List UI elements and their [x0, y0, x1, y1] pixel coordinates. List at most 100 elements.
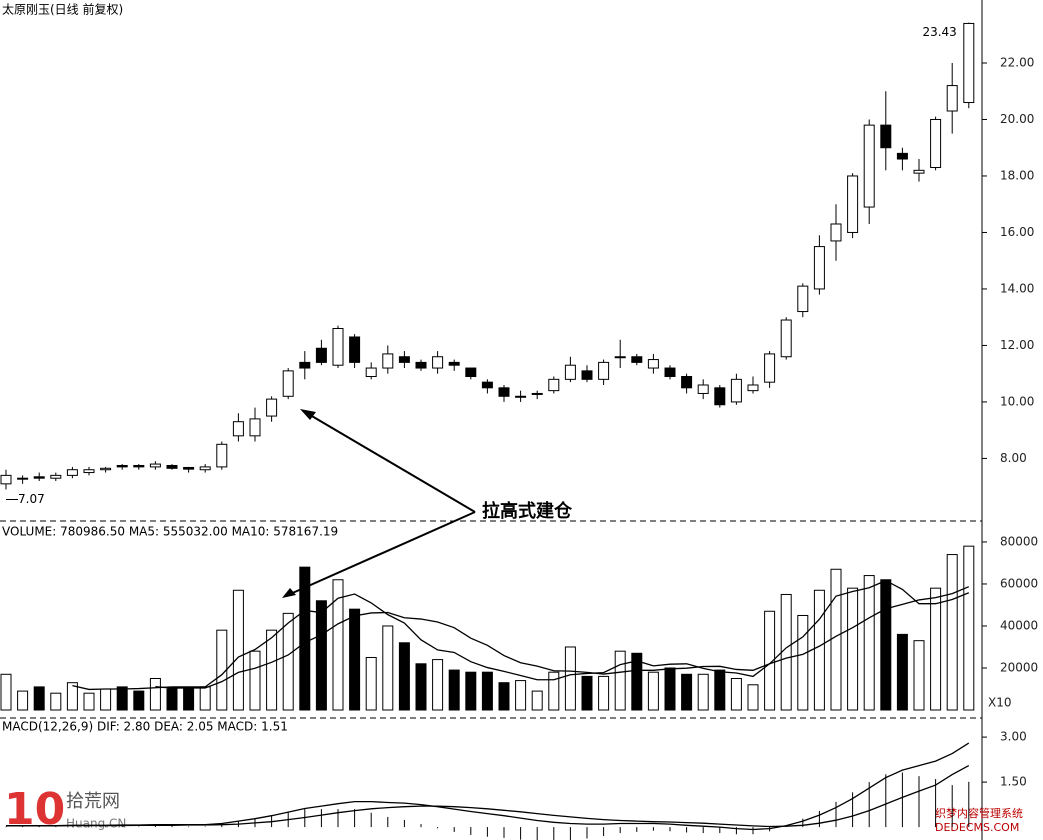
candle-body — [382, 353, 394, 369]
candle-body — [100, 467, 112, 471]
candle-body — [664, 367, 676, 378]
annotation-arrow — [304, 411, 476, 513]
candle-body — [498, 387, 510, 397]
candle-body — [299, 361, 311, 369]
candle-body — [847, 175, 859, 233]
y-tick-label: 20.00 — [1000, 112, 1034, 126]
candle-body — [946, 85, 958, 112]
candle-body — [349, 336, 361, 363]
y-tick-label: 12.00 — [1000, 338, 1034, 352]
candle-body — [83, 469, 95, 474]
candle-body — [930, 118, 942, 168]
y-tick-label: 10.00 — [1000, 394, 1034, 408]
watermark-cms: 织梦内容管理系统 — [935, 806, 1023, 820]
candle-body — [681, 376, 693, 389]
y-tick-label: 60000 — [1000, 576, 1038, 590]
candle-body — [266, 398, 278, 417]
volume-bar — [249, 650, 261, 711]
y-tick-label: 3.00 — [1000, 730, 1027, 744]
volume-bar — [548, 671, 560, 711]
candle-body — [880, 124, 892, 149]
candle-body — [764, 353, 776, 383]
volume-bar — [365, 656, 377, 711]
min-label: 7.07 — [18, 492, 45, 506]
volume-bar — [581, 675, 593, 711]
volume-bar — [714, 669, 726, 711]
candle-body — [432, 356, 444, 369]
watermark-domain: Huang.CN — [66, 817, 126, 831]
candle-body — [813, 246, 825, 290]
candle-body — [797, 285, 809, 313]
y-tick-label: 40000 — [1000, 618, 1038, 632]
volume-bar — [747, 684, 759, 711]
volume-unit: X10 — [988, 696, 1012, 710]
y-tick-label: 1.50 — [1000, 775, 1027, 789]
candle-body — [614, 356, 626, 359]
volume-bar — [930, 587, 942, 711]
volume-bar — [780, 593, 792, 711]
candle-body — [415, 361, 427, 369]
volume-bar — [116, 686, 128, 711]
candle-body — [116, 464, 128, 468]
volume-bar — [83, 692, 95, 711]
max-label: 23.43 — [922, 25, 956, 39]
volume-bar — [830, 568, 842, 711]
volume-bar — [50, 692, 62, 711]
candle-body — [548, 378, 560, 392]
volume-bar — [0, 673, 12, 711]
volume-bar — [481, 671, 493, 711]
volume-bar — [963, 545, 975, 711]
indicator-line — [72, 579, 970, 691]
volume-bar — [764, 610, 776, 711]
candle-body — [963, 22, 975, 104]
volume-bar — [946, 554, 958, 711]
volume-bar — [199, 686, 211, 711]
candle-body — [515, 395, 527, 398]
volume-bar — [266, 629, 278, 711]
volume-bar — [299, 566, 311, 711]
volume-bar — [282, 612, 294, 711]
candle-body — [531, 392, 543, 395]
volume-bar — [631, 652, 643, 711]
volume-bar — [813, 589, 825, 711]
candle-body — [730, 378, 742, 403]
candle-body — [216, 443, 228, 468]
candle-body — [199, 466, 211, 471]
annotation: 拉高式建仓 — [482, 500, 573, 522]
volume-bar — [232, 589, 244, 711]
candle-body — [315, 347, 327, 363]
indicator-line — [155, 586, 970, 689]
volume-bar — [398, 642, 410, 711]
volume-bar — [614, 650, 626, 711]
candle-body — [465, 367, 477, 378]
watermark-cms-domain: DEDECMS.COM — [935, 821, 1019, 834]
volume-bar — [133, 690, 145, 711]
candle-body — [747, 384, 759, 392]
volume-bar — [17, 690, 29, 711]
candle-body — [398, 356, 410, 363]
volume-bar — [432, 659, 444, 711]
volume-bar — [33, 686, 45, 711]
candle-body — [631, 356, 643, 363]
candle-body — [149, 463, 161, 468]
volume-bar — [863, 575, 875, 711]
volume-bar — [913, 640, 925, 711]
candle-body — [332, 327, 344, 366]
volume-bar — [697, 673, 709, 711]
watermark-logo: 10 — [4, 784, 65, 835]
volume-bar — [382, 625, 394, 711]
candle-body — [913, 169, 925, 174]
y-tick-label: 22.00 — [1000, 55, 1034, 69]
y-tick-label: 18.00 — [1000, 168, 1034, 182]
candle-body — [50, 474, 62, 479]
volume-bar — [598, 675, 610, 711]
annotation-arrow — [287, 511, 476, 596]
y-tick-label: 14.00 — [1000, 281, 1034, 295]
volume-bar — [664, 667, 676, 711]
candle-body — [66, 469, 78, 476]
watermark: 10 拾荒网 Huang.CN 织梦内容管理系统 DEDECMS.COM — [4, 784, 1023, 835]
candle-body — [481, 381, 493, 389]
candle-body — [863, 124, 875, 208]
y-tick-label: 80000 — [1000, 534, 1038, 548]
